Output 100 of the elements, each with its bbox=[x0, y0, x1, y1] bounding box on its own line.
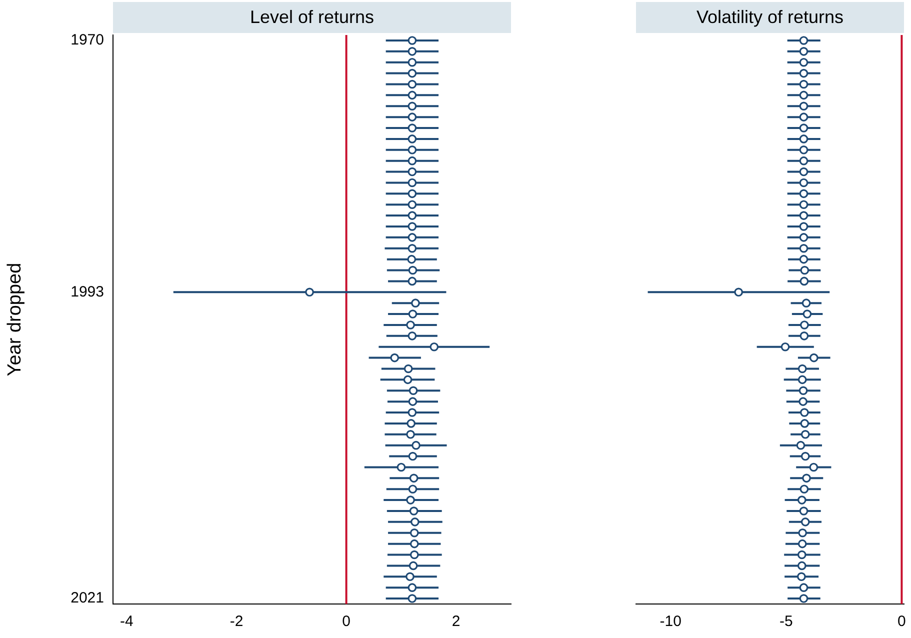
y-tick-label: 1970 bbox=[70, 32, 104, 49]
point bbox=[799, 145, 808, 154]
y-axis-title: Year dropped bbox=[4, 262, 26, 376]
point bbox=[797, 561, 806, 570]
point bbox=[797, 496, 806, 504]
point bbox=[408, 134, 417, 144]
x-tick-label: 0 bbox=[898, 613, 906, 630]
point bbox=[799, 583, 808, 592]
point bbox=[396, 462, 406, 472]
y-tick-label: 2021 bbox=[70, 590, 104, 607]
point bbox=[800, 408, 809, 417]
point bbox=[406, 320, 415, 330]
point bbox=[408, 211, 417, 220]
point bbox=[800, 320, 809, 330]
point bbox=[409, 474, 418, 483]
point bbox=[809, 353, 818, 362]
point bbox=[408, 594, 417, 603]
point bbox=[800, 419, 810, 428]
point bbox=[408, 36, 417, 45]
point bbox=[799, 36, 808, 45]
x-tick-label: -10 bbox=[660, 613, 682, 630]
point bbox=[411, 298, 420, 308]
point bbox=[410, 528, 419, 538]
point bbox=[799, 189, 808, 198]
point bbox=[406, 496, 415, 504]
point bbox=[800, 276, 809, 286]
point bbox=[798, 364, 807, 374]
point bbox=[408, 68, 417, 78]
point bbox=[408, 397, 418, 406]
point bbox=[800, 484, 809, 494]
point bbox=[809, 462, 818, 472]
point bbox=[408, 583, 417, 592]
point bbox=[798, 386, 808, 396]
point bbox=[430, 342, 439, 352]
point bbox=[796, 440, 806, 450]
point bbox=[408, 90, 417, 100]
point bbox=[408, 47, 417, 56]
point bbox=[408, 561, 418, 570]
point bbox=[798, 539, 807, 548]
point bbox=[734, 288, 743, 297]
point bbox=[408, 244, 417, 253]
point bbox=[799, 80, 808, 89]
point bbox=[408, 167, 417, 176]
point bbox=[409, 506, 418, 516]
point bbox=[408, 58, 417, 67]
chart-title: Volatility of returns bbox=[696, 6, 844, 27]
point bbox=[406, 419, 416, 428]
point bbox=[408, 276, 417, 286]
point bbox=[407, 254, 416, 264]
point bbox=[408, 386, 418, 396]
point bbox=[408, 124, 417, 132]
point bbox=[798, 528, 807, 538]
point bbox=[800, 518, 810, 526]
point bbox=[408, 484, 418, 494]
point bbox=[408, 222, 417, 231]
point bbox=[799, 211, 808, 220]
point bbox=[799, 47, 808, 56]
point bbox=[408, 310, 418, 318]
point bbox=[798, 375, 807, 384]
point bbox=[799, 506, 808, 516]
point bbox=[408, 452, 418, 461]
point bbox=[408, 233, 417, 242]
point bbox=[305, 288, 314, 297]
point bbox=[799, 594, 808, 603]
point bbox=[408, 332, 417, 340]
point bbox=[404, 364, 413, 374]
point bbox=[799, 102, 808, 111]
point bbox=[406, 430, 415, 439]
point bbox=[408, 408, 417, 417]
point bbox=[408, 200, 417, 210]
x-tick-label: -4 bbox=[120, 613, 134, 630]
point bbox=[798, 397, 808, 406]
point bbox=[799, 233, 808, 242]
point bbox=[408, 266, 418, 275]
point bbox=[799, 58, 808, 67]
point bbox=[799, 156, 808, 166]
point bbox=[408, 145, 417, 154]
point bbox=[403, 375, 412, 384]
point bbox=[406, 572, 414, 582]
chart-title: Level of returns bbox=[250, 6, 374, 27]
point bbox=[408, 112, 417, 122]
point bbox=[797, 572, 806, 582]
point bbox=[799, 124, 808, 132]
point bbox=[408, 80, 417, 89]
point bbox=[799, 200, 808, 210]
point bbox=[780, 342, 790, 352]
point bbox=[408, 156, 417, 166]
point bbox=[800, 452, 810, 461]
point bbox=[799, 167, 808, 176]
point bbox=[799, 90, 808, 100]
point bbox=[408, 178, 417, 188]
point bbox=[799, 178, 808, 188]
x-tick-label: -2 bbox=[230, 613, 244, 630]
point bbox=[800, 332, 809, 340]
x-tick-label: 0 bbox=[342, 613, 350, 630]
point bbox=[410, 539, 419, 548]
point bbox=[390, 353, 400, 362]
point bbox=[802, 298, 811, 308]
point bbox=[800, 266, 810, 275]
point bbox=[799, 112, 808, 122]
